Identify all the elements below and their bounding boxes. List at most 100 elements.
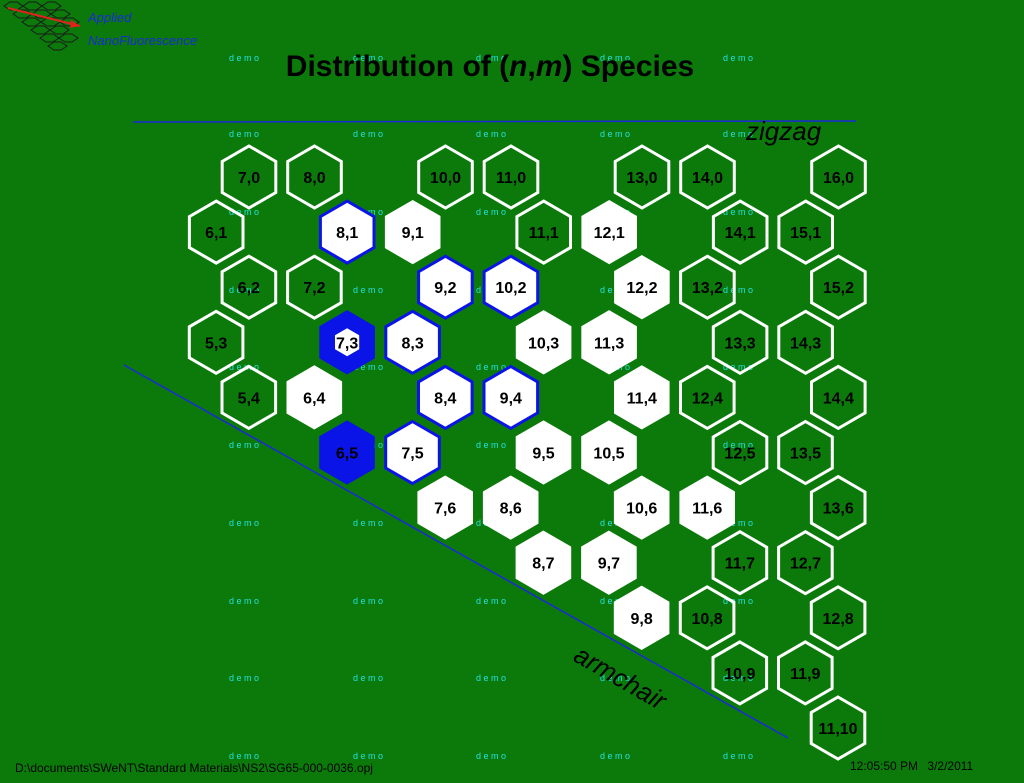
hex-shape [679, 144, 736, 210]
hex-cell-14-3: 14,3 [777, 309, 834, 376]
hex-cell-11-3: 11,3 [581, 310, 637, 375]
demo-watermark: d e m o [723, 129, 753, 139]
demo-watermark: d e m o [476, 53, 506, 63]
hex-shape [809, 695, 867, 761]
demo-watermark: d e m o [353, 596, 383, 606]
hex-label: 14,4 [823, 390, 854, 407]
hex-shape [482, 475, 539, 540]
hex-cell-12-4: 12,4 [679, 364, 736, 431]
hex-shape [482, 364, 540, 431]
hex-shape [417, 475, 473, 540]
hex-label: 15,2 [823, 280, 854, 297]
hex-shape [220, 254, 278, 320]
demo-watermark: d e m o [229, 53, 259, 63]
hex-shape [384, 199, 441, 265]
hex-shape [286, 144, 343, 210]
hex-label: 13,5 [790, 446, 821, 463]
hex-cell-8-1: 8,1 [318, 199, 376, 265]
hex-cell-6-4: 6,4 [286, 365, 343, 430]
hex-shape [515, 420, 572, 485]
hex-cell-9-5: 9,5 [515, 420, 572, 485]
hex-cell-14-1: 14,1 [711, 199, 769, 265]
hex-shape [482, 254, 540, 320]
hex-cell-10-5: 10,5 [581, 420, 637, 485]
demo-watermark: d e m o [353, 751, 383, 761]
hex-cell-8-0: 8,0 [286, 144, 343, 210]
hex-shape [679, 475, 735, 540]
hex-shape [777, 309, 834, 376]
hex-shape [711, 199, 769, 265]
hex-label: 14,3 [790, 335, 821, 352]
hex-label: 6,2 [238, 280, 260, 297]
hex-label: 13,0 [626, 170, 657, 187]
demo-watermark: d e m o [229, 207, 259, 217]
hex-shape [286, 254, 343, 320]
hex-label: 9,2 [434, 280, 456, 297]
hex-shape [220, 364, 278, 431]
hex-cell-9-2: 9,2 [417, 254, 474, 320]
hex-label: 10,8 [692, 611, 723, 628]
hex-label: 7,0 [238, 170, 260, 187]
hex-label: 13,3 [725, 335, 756, 352]
demo-watermark: d e m o [723, 440, 753, 450]
hex-shape [711, 419, 769, 486]
hex-cell-8-3: 8,3 [384, 309, 441, 376]
demo-watermark: d e m o [476, 362, 506, 372]
hex-label: 11,10 [818, 721, 857, 738]
hex-label: 8,1 [336, 225, 358, 242]
demo-watermark: d e m o [353, 285, 383, 295]
hex-cell-9-8: 9,8 [613, 585, 670, 650]
hex-cell-12-7: 12,7 [777, 529, 834, 596]
hex-label: 12,7 [790, 556, 821, 573]
hex-label: 9,4 [500, 390, 522, 407]
demo-watermark: d e m o [476, 129, 506, 139]
hex-cell-12-8: 12,8 [809, 585, 867, 651]
hex-shape [613, 475, 670, 540]
hex-shape [581, 420, 637, 485]
hex-label: 7,3 [336, 335, 358, 352]
hex-label: 13,2 [692, 280, 723, 297]
hex-cell-7-2: 7,2 [286, 254, 343, 320]
hex-label: 11,6 [692, 501, 722, 518]
hex-label: 10,2 [495, 280, 526, 297]
hex-cell-12-2: 12,2 [614, 255, 670, 320]
hex-inner-mark [335, 328, 360, 357]
hex-label: 11,9 [790, 666, 820, 683]
hex-cell-5-4: 5,4 [220, 364, 278, 431]
hex-label: 16,0 [823, 170, 854, 187]
file-path: D:\documents\SWeNT\Standard Materials\NS… [15, 761, 373, 775]
demo-watermark: d e m o [229, 362, 259, 372]
hex-shape [515, 310, 572, 375]
hex-label: 6,5 [336, 446, 358, 463]
species-hexagons: 7,0 8,0 10,0 11,0 13,0 14,0 16,0 6,1 8,1 9,1 11,1 1… [187, 144, 867, 761]
hex-shape [809, 585, 867, 651]
hex-label: 12,1 [594, 225, 625, 242]
timestamp-date: 3/2/2011 [927, 759, 974, 773]
hex-cell-10-6: 10,6 [613, 475, 670, 540]
hex-label: 9,5 [532, 446, 554, 463]
hex-label: 7,5 [401, 446, 423, 463]
hex-cell-9-1: 9,1 [384, 199, 441, 265]
hex-cell-13-3: 13,3 [711, 309, 769, 376]
demo-watermark: d e m o [229, 129, 259, 139]
hex-label: 9,1 [402, 225, 424, 242]
hex-shape [220, 144, 278, 210]
hex-cell-6-2: 6,2 [220, 254, 278, 320]
demo-watermark: d e m o [723, 673, 753, 683]
hex-cell-13-0: 13,0 [613, 144, 671, 210]
hex-shape [613, 585, 670, 650]
hex-shape [482, 144, 540, 210]
hex-shape [581, 310, 637, 375]
hex-cell-14-4: 14,4 [810, 364, 867, 431]
hex-shape [810, 254, 867, 320]
logo-arrow-icon [7, 7, 81, 27]
hex-label: 14,0 [692, 170, 723, 187]
honeycomb-logo-icon [3, 1, 80, 51]
hex-label: 5,4 [238, 390, 260, 407]
hex-shape [777, 199, 834, 265]
armchair-line [123, 364, 789, 739]
hex-label: 12,2 [626, 280, 657, 297]
logo-line2: NanoFluorescence [88, 33, 198, 48]
hex-label: 9,8 [630, 611, 652, 628]
